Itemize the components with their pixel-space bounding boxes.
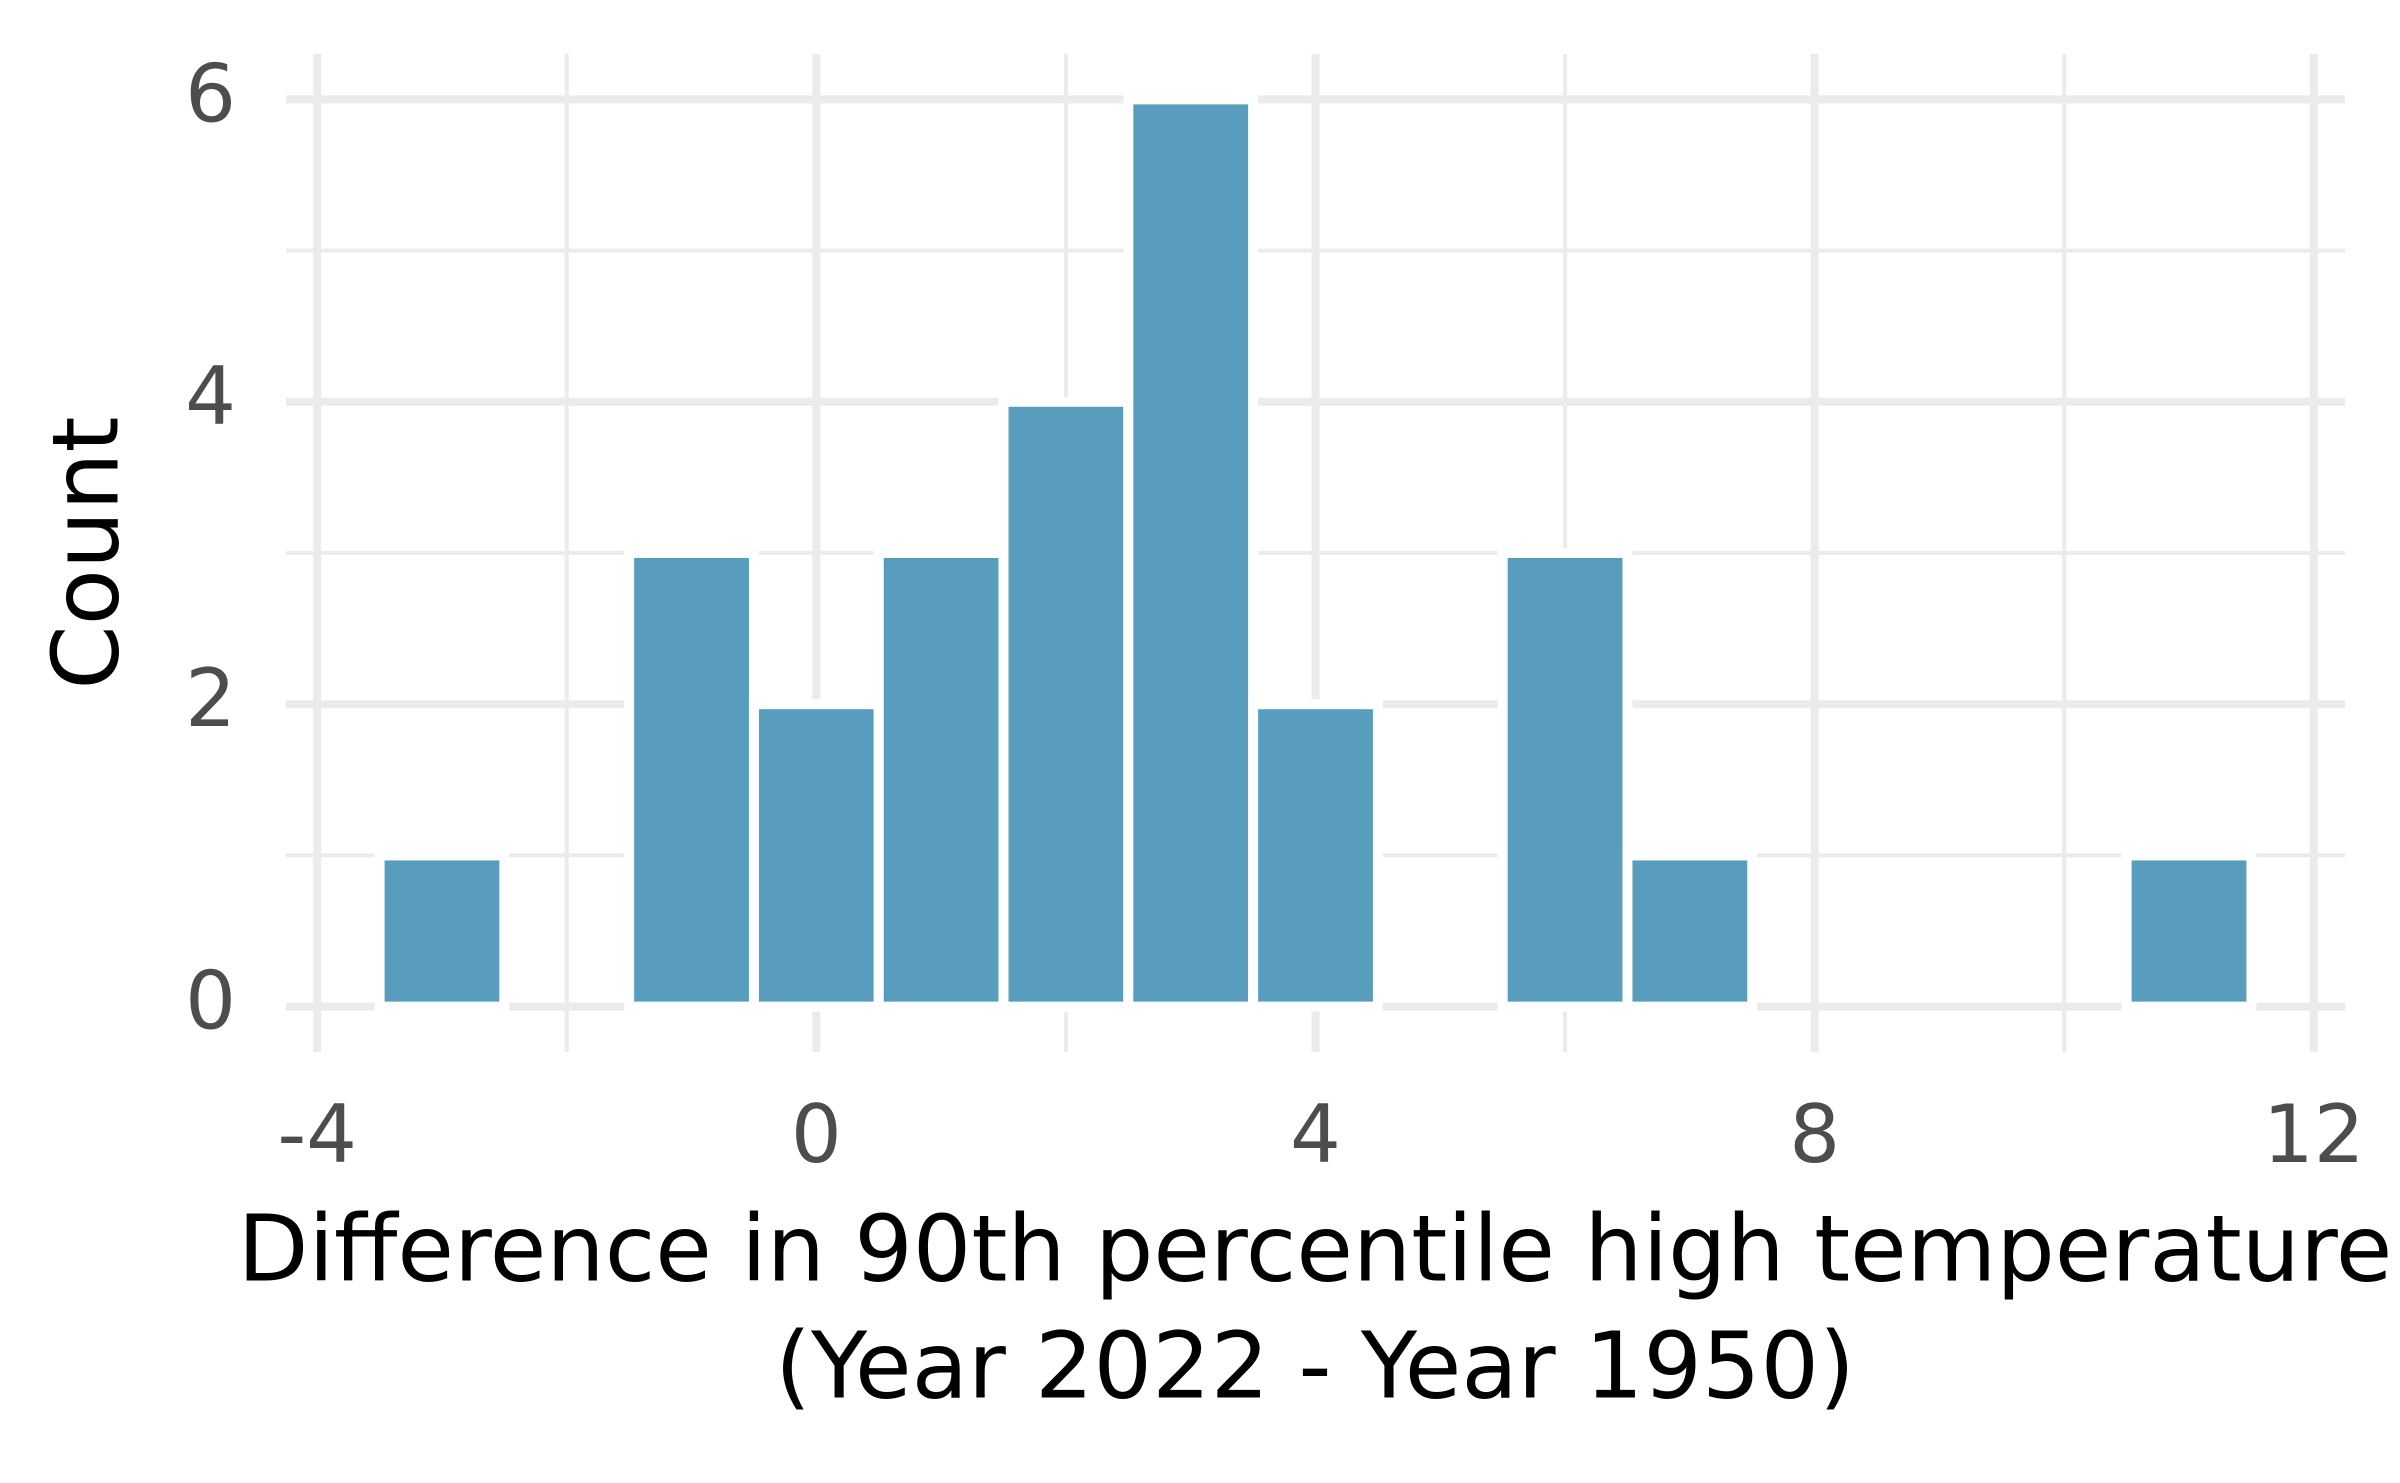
bar: [624, 548, 759, 1012]
y-tick-label: 2: [185, 652, 236, 745]
labels: Difference in 90th percentile high tempe…: [32, 47, 2392, 1419]
y-tick-label: 4: [185, 350, 236, 443]
x-tick-label: 0: [791, 1088, 842, 1181]
bar: [2121, 850, 2257, 1012]
bar: [1497, 548, 1633, 1012]
x-tick-label: 12: [2263, 1088, 2365, 1181]
bar: [748, 699, 884, 1012]
x-axis-title: Difference in 90th percentile high tempe…: [238, 1195, 2393, 1302]
y-tick-label: 6: [185, 47, 236, 140]
bar: [1248, 699, 1383, 1012]
bar: [998, 396, 1134, 1012]
bar: [1622, 850, 1758, 1012]
x-tick-label: -4: [277, 1088, 357, 1181]
x-tick-label: 8: [1789, 1088, 1840, 1181]
x-axis-title: (Year 2022 - Year 1950): [775, 1312, 1855, 1419]
y-axis-title: Count: [32, 416, 139, 689]
x-tick-label: 4: [1290, 1088, 1341, 1181]
bar: [374, 850, 510, 1012]
bars: [374, 94, 2257, 1012]
bar: [1123, 94, 1259, 1012]
y-tick-label: 0: [185, 955, 236, 1048]
bar: [873, 548, 1009, 1012]
